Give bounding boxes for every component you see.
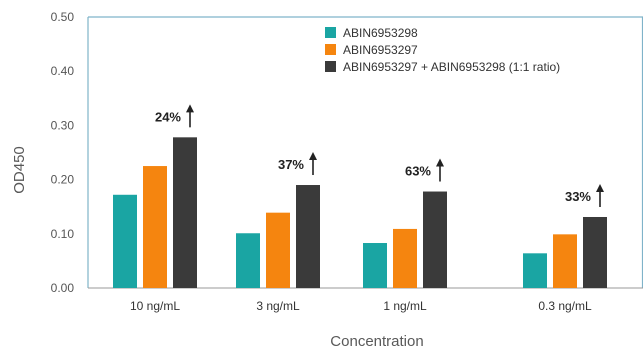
bars (113, 137, 607, 288)
y-tick-label: 0.00 (51, 281, 75, 295)
y-tick-label: 0.50 (51, 10, 75, 24)
bar-2-4 (553, 234, 577, 288)
up-arrow-icon (596, 183, 604, 207)
x-axis-title: Concentration (330, 333, 423, 350)
bar-1-3 (363, 243, 387, 288)
y-tick-label: 0.20 (51, 173, 75, 187)
up-arrow-icon (186, 104, 194, 128)
y-axis-ticks: 0.00 0.10 0.20 0.30 0.40 0.50 (51, 10, 75, 295)
increase-label: 37% (278, 157, 304, 172)
y-tick-label: 0.40 (51, 64, 75, 78)
increase-label: 24% (155, 109, 181, 124)
bar-1-1 (113, 194, 137, 288)
increase-annotations: 24% 37% 63% 33% (155, 104, 604, 207)
legend-label: ABIN6953297 + ABIN6953298 (1:1 ratio) (343, 60, 560, 74)
x-tick-label: 3 ng/mL (256, 299, 300, 313)
bar-3-1 (173, 137, 197, 288)
bar-2-3 (393, 228, 417, 288)
up-arrow-icon (309, 152, 317, 176)
bar-2-1 (143, 166, 167, 288)
bar-3-3 (423, 191, 447, 288)
y-axis-title: OD450 (11, 146, 28, 194)
bar-1-2 (236, 233, 260, 288)
x-tick-label: 1 ng/mL (383, 299, 427, 313)
legend-swatch (325, 44, 336, 55)
legend-label: ABIN6953297 (343, 43, 418, 57)
y-tick-label: 0.30 (51, 118, 75, 132)
legend-swatch (325, 27, 336, 38)
up-arrow-icon (436, 158, 444, 182)
x-tick-label: 0.3 ng/mL (538, 299, 592, 313)
x-tick-label: 10 ng/mL (130, 299, 180, 313)
y-tick-label: 0.10 (51, 227, 75, 241)
bar-3-2 (296, 185, 320, 288)
legend-label: ABIN6953298 (343, 26, 418, 40)
x-axis-ticks: 10 ng/mL 3 ng/mL 1 ng/mL 0.3 ng/mL (130, 299, 592, 313)
bar-3-4 (583, 216, 607, 288)
increase-label: 63% (405, 164, 431, 179)
bar-2-2 (266, 212, 290, 288)
bar-1-4 (523, 253, 547, 288)
increase-label: 33% (565, 189, 591, 204)
legend: ABIN6953298 ABIN6953297 ABIN6953297 + ABIN… (325, 26, 560, 74)
legend-swatch (325, 61, 336, 72)
